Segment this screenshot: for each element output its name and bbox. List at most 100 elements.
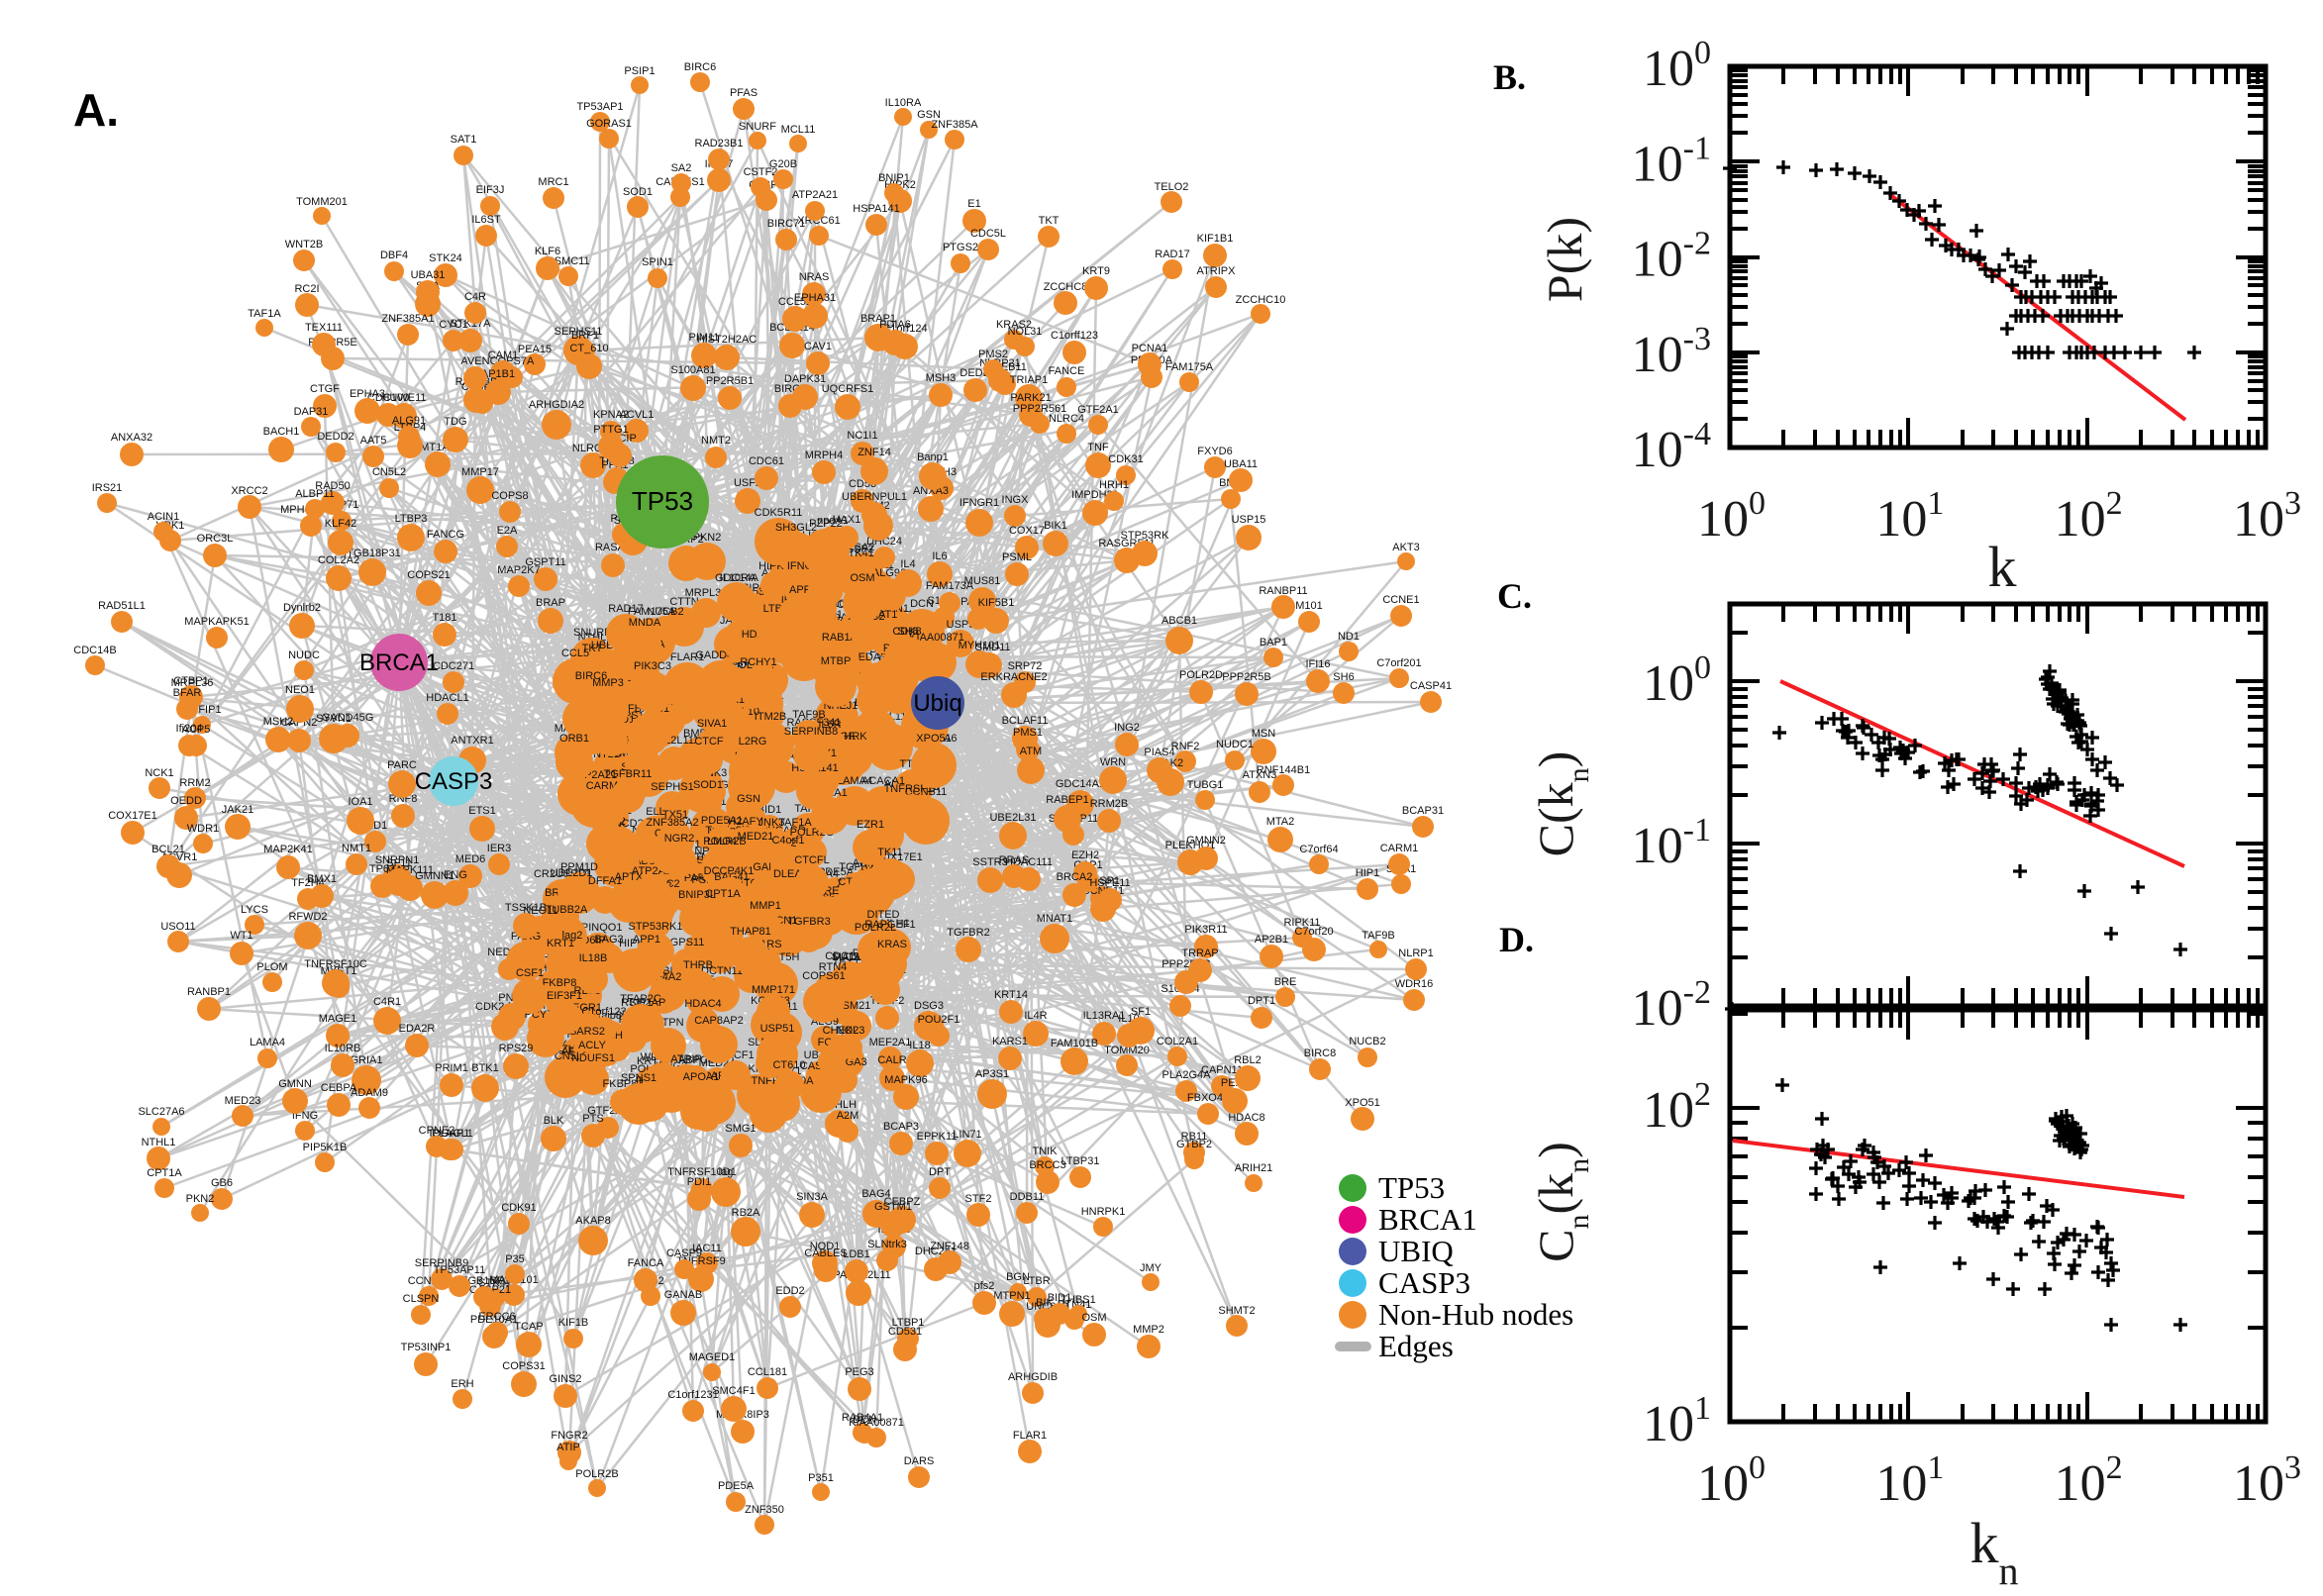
- svg-text:GDC14A1: GDC14A1: [1056, 778, 1105, 790]
- svg-text:WNT2B: WNT2B: [285, 239, 324, 250]
- svg-text:STP53RK: STP53RK: [1121, 530, 1170, 542]
- svg-text:CPT1A: CPT1A: [705, 888, 741, 900]
- svg-text:BMX1: BMX1: [307, 873, 337, 885]
- svg-text:RAD17: RAD17: [608, 603, 643, 615]
- svg-text:STP53RK1: STP53RK1: [628, 921, 682, 933]
- svg-text:AP2B1: AP2B1: [1255, 934, 1288, 946]
- svg-text:AKAP8: AKAP8: [575, 1215, 610, 1227]
- svg-text:TRRAP: TRRAP: [1181, 948, 1218, 959]
- svg-text:lag2: lag2: [562, 930, 583, 942]
- svg-text:CDC14B: CDC14B: [73, 645, 116, 656]
- svg-text:RFWD2: RFWD2: [288, 911, 327, 923]
- svg-text:IFI16: IFI16: [1305, 658, 1330, 670]
- svg-text:ND1: ND1: [1338, 631, 1360, 643]
- svg-text:CABLES: CABLES: [804, 1247, 847, 1259]
- svg-text:CASP41: CASP41: [1410, 680, 1452, 692]
- svg-text:TKT: TKT: [582, 643, 603, 654]
- svg-text:CDC100: CDC100: [367, 392, 409, 404]
- svg-text:NMT2: NMT2: [701, 435, 731, 447]
- svg-text:lag: lag: [719, 1166, 734, 1178]
- svg-text:FANCE: FANCE: [1049, 365, 1085, 377]
- svg-text:TUBB2A: TUBB2A: [546, 904, 588, 916]
- svg-text:BRCA1: BRCA1: [1378, 1202, 1477, 1237]
- svg-text:APP: APP: [789, 584, 811, 596]
- svg-text:FKBP8: FKBP8: [543, 977, 577, 989]
- svg-text:BIRC6: BIRC6: [575, 670, 607, 682]
- svg-text:RCHY1: RCHY1: [740, 656, 776, 668]
- svg-text:OSM: OSM: [1081, 1312, 1106, 1324]
- svg-text:IER3: IER3: [487, 843, 511, 854]
- svg-text:CTCF: CTCF: [694, 736, 724, 748]
- svg-text:THRB: THRB: [683, 959, 713, 971]
- svg-text:ERH: ERH: [451, 1378, 473, 1390]
- svg-text:HIST2H2AC: HIST2H2AC: [697, 334, 758, 346]
- svg-text:MAPK96: MAPK96: [884, 1074, 927, 1086]
- svg-text:CYC1: CYC1: [439, 319, 467, 331]
- svg-text:TP53AP11: TP53AP11: [434, 1264, 485, 1276]
- svg-text:KLF6: KLF6: [535, 246, 560, 257]
- svg-text:POLR2D: POLR2D: [1179, 669, 1223, 681]
- svg-text:P351: P351: [808, 1472, 834, 1484]
- svg-text:BTK1: BTK1: [471, 1062, 499, 1074]
- svg-text:Banp1: Banp1: [917, 451, 949, 463]
- svg-text:EZH2: EZH2: [1071, 849, 1099, 861]
- svg-text:WDR1: WDR1: [187, 823, 219, 835]
- svg-text:MMP171: MMP171: [752, 984, 795, 996]
- svg-text:ITM2B: ITM2B: [755, 711, 786, 723]
- svg-text:IL10RA: IL10RA: [885, 97, 922, 109]
- svg-text:DPT1: DPT1: [1248, 995, 1275, 1007]
- svg-text:MED21: MED21: [738, 831, 774, 843]
- svg-text:GB6: GB6: [211, 1177, 233, 1189]
- svg-text:NEO11: NEO11: [523, 905, 557, 917]
- svg-text:PEA15: PEA15: [518, 344, 552, 355]
- svg-text:BRE: BRE: [1274, 976, 1297, 988]
- svg-text:MMP2: MMP2: [1133, 1324, 1164, 1336]
- svg-text:GSN: GSN: [737, 793, 760, 805]
- svg-text:TAF9B: TAF9B: [792, 709, 825, 721]
- svg-text:FLAR1: FLAR1: [1013, 1430, 1047, 1442]
- svg-text:C7orf201: C7orf201: [1376, 657, 1421, 669]
- svg-text:SHMT2: SHMT2: [1218, 1305, 1255, 1317]
- svg-text:MNAT1: MNAT1: [1037, 913, 1072, 925]
- svg-text:IL10RB: IL10RB: [325, 1043, 361, 1054]
- svg-text:TAF1A: TAF1A: [778, 817, 812, 829]
- svg-text:CDC271: CDC271: [433, 660, 474, 672]
- svg-text:ENG: ENG: [444, 869, 467, 881]
- svg-text:CN5L2: CN5L2: [372, 466, 406, 478]
- svg-text:ARHGDIB: ARHGDIB: [1008, 1371, 1058, 1383]
- svg-text:NC1I1: NC1I1: [847, 430, 877, 442]
- svg-text:CPT1A: CPT1A: [147, 1167, 182, 1179]
- svg-text:PIK3C3: PIK3C3: [634, 660, 671, 672]
- svg-text:A2M: A2M: [837, 1110, 859, 1122]
- svg-text:RRM2: RRM2: [179, 777, 210, 789]
- svg-text:SH3GL2: SH3GL2: [775, 522, 817, 534]
- svg-text:USF2: USF2: [734, 477, 761, 489]
- svg-text:POLR2B: POLR2B: [703, 836, 746, 848]
- svg-text:MRPL36: MRPL36: [171, 677, 214, 689]
- svg-text:UBERNPUL1: UBERNPUL1: [842, 491, 907, 503]
- svg-text:EPPK11: EPPK11: [917, 1131, 958, 1143]
- svg-text:PIK3R11: PIK3R11: [1184, 924, 1227, 936]
- svg-text:PMS2: PMS2: [978, 349, 1008, 360]
- svg-text:SMC4F1: SMC4F1: [712, 1385, 755, 1397]
- svg-text:SMG1: SMG1: [725, 1123, 756, 1135]
- svg-text:DFFA1: DFFA1: [588, 875, 622, 887]
- svg-text:RAD51L1: RAD51L1: [98, 600, 146, 612]
- svg-text:EDA2R: EDA2R: [399, 1023, 436, 1035]
- svg-text:CSTF2: CSTF2: [744, 166, 778, 178]
- svg-text:CLSPN: CLSPN: [403, 1293, 440, 1305]
- svg-text:RNF2: RNF2: [1171, 741, 1200, 752]
- svg-text:HNRPK1: HNRPK1: [1081, 1206, 1126, 1218]
- svg-text:CALR: CALR: [877, 1054, 906, 1066]
- svg-text:PLA2G4A: PLA2G4A: [1162, 1069, 1212, 1081]
- svg-text:UBE2L31: UBE2L31: [989, 812, 1036, 824]
- svg-text:HRH1: HRH1: [1099, 479, 1129, 491]
- svg-text:EDD2: EDD2: [775, 1285, 804, 1297]
- svg-text:NEO1: NEO1: [285, 684, 315, 696]
- svg-text:COX17E1: COX17E1: [108, 810, 157, 822]
- svg-text:TX51: TX51: [662, 809, 688, 821]
- svg-text:ANTXR1: ANTXR1: [451, 735, 493, 747]
- svg-text:KRT1: KRT1: [547, 938, 574, 949]
- svg-text:PSMD11: PSMD11: [967, 642, 1010, 653]
- svg-text:ATXN3: ATXN3: [1243, 769, 1277, 781]
